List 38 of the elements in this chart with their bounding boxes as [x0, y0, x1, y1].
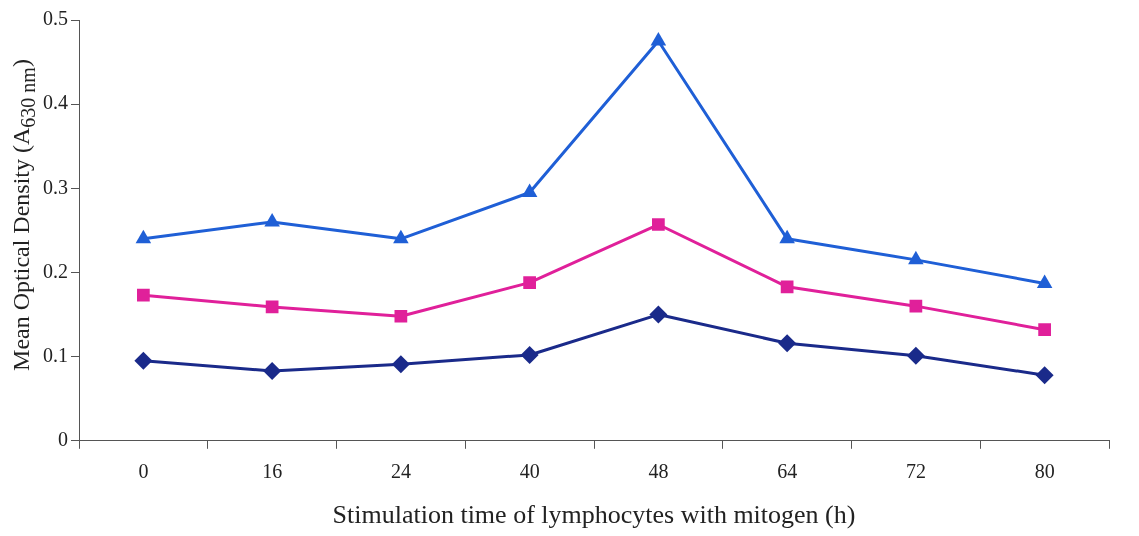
y-tick-label: 0.2: [43, 259, 68, 282]
point: [649, 305, 668, 324]
point: [134, 351, 153, 370]
point: [520, 345, 539, 364]
x-tick-label: 24: [390, 460, 411, 483]
point: [264, 212, 280, 227]
point: [394, 309, 408, 323]
x-tick-label: 40: [519, 460, 540, 483]
point: [1036, 274, 1053, 288]
point: [909, 299, 923, 313]
x-tick-label: 64: [777, 460, 798, 483]
point: [652, 218, 665, 231]
point: [521, 183, 538, 198]
point: [779, 229, 795, 244]
point: [393, 229, 409, 244]
x-tick-label: 16: [262, 460, 283, 483]
x-tick-label: 72: [905, 460, 926, 483]
point: [908, 250, 924, 265]
point: [523, 276, 536, 289]
point: [137, 288, 150, 302]
point: [780, 280, 794, 294]
y-tick-label: 0.3: [43, 175, 68, 198]
point: [1035, 366, 1054, 385]
point: [135, 229, 152, 244]
point: [391, 355, 410, 374]
x-axis-title: Stimulation time of lymphocytes with mitogen (h): [332, 500, 856, 530]
point: [778, 334, 797, 353]
y-tick-label: 0: [58, 428, 68, 451]
y-tick-label: 0.5: [43, 7, 68, 30]
point: [906, 346, 925, 365]
y-tick-label: 0.4: [43, 91, 68, 114]
x-tick-label: 80: [1034, 460, 1055, 483]
x-tick-label: 0: [138, 460, 149, 483]
point: [650, 32, 667, 46]
point: [263, 361, 282, 380]
point: [1038, 323, 1051, 337]
y-tick-label: 0.1: [43, 343, 68, 366]
x-tick-label: 48: [648, 460, 669, 483]
